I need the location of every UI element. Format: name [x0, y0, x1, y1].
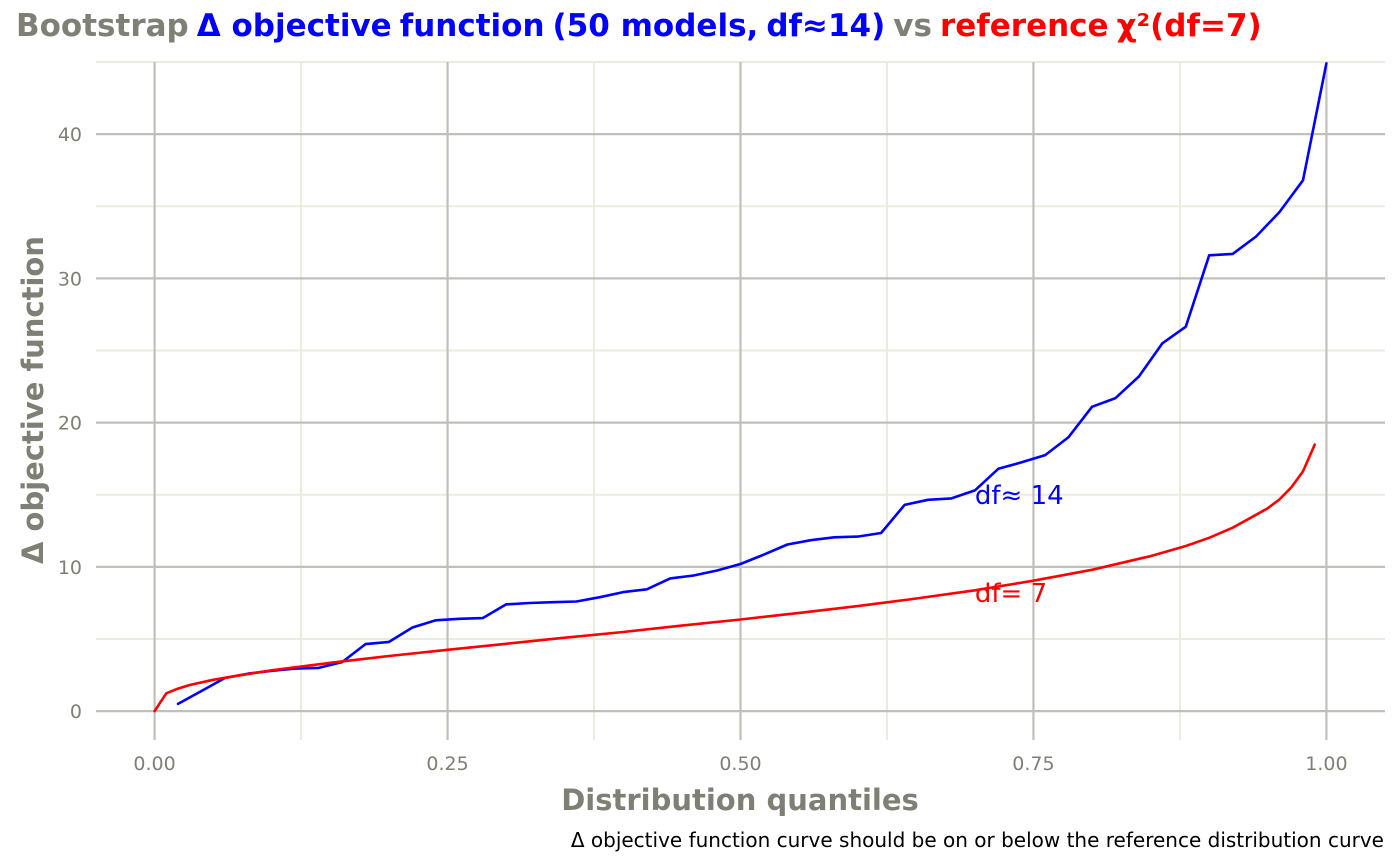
chart-caption: Δ objective function curve should be on … [571, 828, 1384, 852]
x-tick-label: 0.75 [1012, 753, 1054, 775]
plot-series: df≈ 14 df= 7 [153, 62, 1328, 713]
y-tick-label: 40 [58, 124, 82, 146]
bootstrap-series-line [176, 62, 1328, 706]
tick-labels: 0.00 0.25 0.50 0.75 1.00 0 10 20 30 40 [58, 124, 1348, 775]
y-axis-title: Δ objective function [16, 236, 50, 564]
chart-title: Bootstrap Δ objective function (50 models, d… [16, 6, 1270, 46]
x-tick-label: 0.50 [719, 753, 761, 775]
bootstrap-series-label: df≈ 14 [975, 481, 1064, 511]
y-tick-label: 10 [58, 557, 82, 579]
x-tick-label: 1.00 [1305, 753, 1347, 775]
y-tick-label: 0 [70, 701, 82, 723]
reference-series-label: df= 7 [975, 579, 1047, 609]
major-gridlines [96, 62, 1385, 740]
title-part: (50 models, [552, 8, 759, 44]
title-part: Bootstrap [16, 8, 189, 44]
x-axis-title: Distribution quantiles [561, 783, 919, 817]
title-part: function [399, 8, 545, 44]
x-tick-label: 0.00 [133, 753, 175, 775]
y-tick-label: 20 [58, 413, 82, 435]
reference-series-line [153, 443, 1316, 713]
title-part: reference [939, 8, 1109, 44]
title-part: vs [893, 8, 932, 44]
title-part: df≈14) [766, 8, 886, 44]
title-part: Δ objective [196, 8, 392, 44]
title-part: χ²(df=7) [1116, 8, 1262, 44]
y-tick-label: 30 [58, 268, 82, 290]
x-tick-label: 0.25 [426, 753, 468, 775]
